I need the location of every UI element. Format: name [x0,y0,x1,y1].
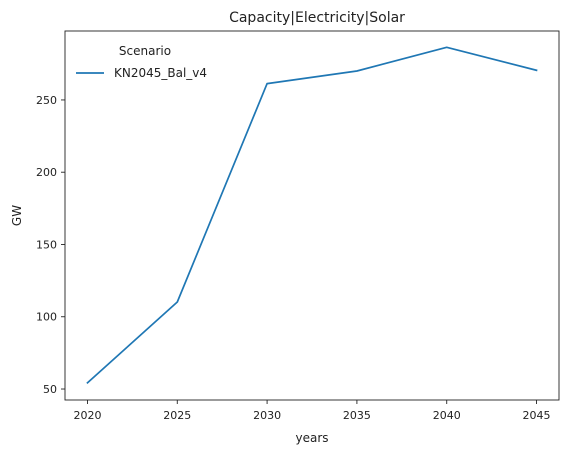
y-tick-label: 50 [43,383,57,396]
x-axis: 2020 2025 2030 2035 2040 2045 [73,400,551,422]
y-axis-label: GW [10,205,24,226]
plot-frame [64,30,560,401]
x-tick-label: 2025 [163,409,191,422]
series-layer [86,46,538,385]
y-tick-label: 200 [36,166,57,179]
legend: Scenario KN2045_Bal_v4 [76,44,207,80]
x-tick-label: 2035 [343,409,371,422]
y-tick-label: 250 [36,94,57,107]
legend-title: Scenario [119,44,171,58]
plot-area [64,30,560,401]
x-axis-label: years [295,431,328,445]
y-tick-label: 150 [36,238,57,251]
y-axis: 50 100 150 200 250 [36,94,65,396]
x-tick-label: 2030 [253,409,281,422]
x-tick-label: 2045 [523,409,551,422]
y-tick-label: 100 [36,311,57,324]
legend-entry-label: KN2045_Bal_v4 [114,66,207,80]
chart-title: Capacity|Electricity|Solar [229,10,405,26]
x-tick-label: 2020 [73,409,101,422]
series-line [86,46,538,385]
x-tick-label: 2040 [433,409,461,422]
